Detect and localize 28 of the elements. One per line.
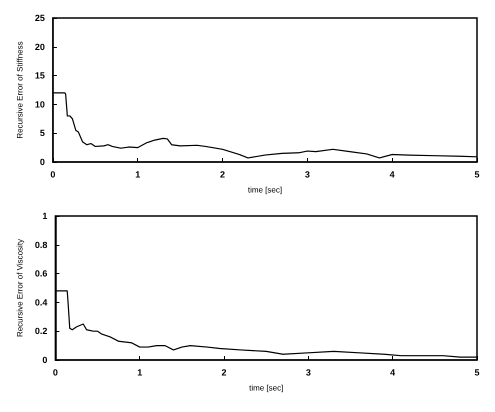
y-tick-label: 0 xyxy=(40,157,45,167)
x-tick-label: 4 xyxy=(390,170,395,180)
y-tick-label: 5 xyxy=(40,128,45,138)
y-tick-label: 0.4 xyxy=(34,297,48,308)
y-tick-label: 0.2 xyxy=(34,326,48,336)
y-axis-title: Recursive Error of Viscosity xyxy=(16,238,24,338)
y-tick-label: 25 xyxy=(34,13,45,23)
x-tick-label: 1 xyxy=(135,170,140,180)
y-tick-label: 20 xyxy=(34,42,45,52)
y-tick-label: 0 xyxy=(42,355,48,365)
y-tick-label: 0.6 xyxy=(34,268,48,279)
x-tick-label: 3 xyxy=(304,170,310,180)
x-axis-title: time [sec] xyxy=(248,186,282,194)
y-tick-label: 1 xyxy=(42,211,48,221)
y-tick-label: 10 xyxy=(34,99,45,110)
x-tick-label: 0 xyxy=(50,170,56,180)
y-axis-title: Recursive Error of Stiffness xyxy=(16,41,24,139)
x-tick-label: 4 xyxy=(390,368,396,378)
x-axis-title: time [sec] xyxy=(249,384,284,392)
x-tick-label: 1 xyxy=(137,368,142,378)
x-tick-label: 2 xyxy=(222,368,227,378)
x-tick-label: 3 xyxy=(306,368,311,378)
y-tick-label: 0.8 xyxy=(34,240,48,250)
x-tick-label: 2 xyxy=(220,170,226,180)
x-tick-label: 5 xyxy=(474,170,480,180)
y-tick-label: 15 xyxy=(34,70,45,81)
x-tick-label: 0 xyxy=(52,368,58,378)
x-tick-label: 5 xyxy=(474,368,480,378)
